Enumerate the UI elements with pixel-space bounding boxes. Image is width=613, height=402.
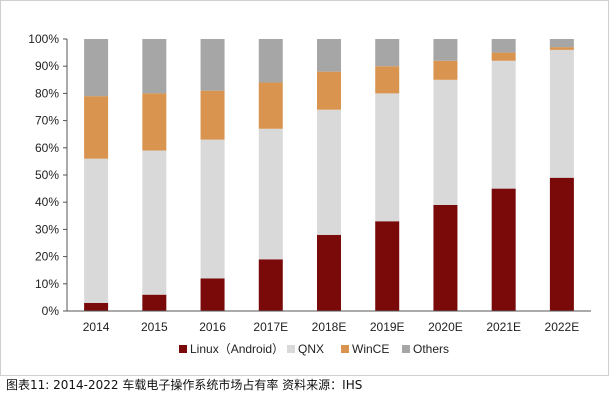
figure-caption: 图表11: 2014-2022 车载电子操作系统市场占有率 资料来源：IHS: [6, 378, 363, 392]
x-tick-label: 2019E: [370, 320, 405, 334]
bar-qnx-2019e: [375, 93, 400, 222]
legend-label: Linux（Android）: [190, 342, 284, 356]
y-tick-label: 70%: [35, 114, 59, 128]
y-tick-label: 10%: [35, 277, 59, 291]
bar-others-2020e: [433, 39, 458, 61]
bar-wince-2017e: [258, 82, 283, 129]
bar-qnx-2020e: [433, 79, 458, 205]
bar-qnx-2021e: [491, 60, 516, 189]
bar-linuxandroid-2022e: [549, 177, 574, 311]
chart-frame: 0% 10% 20% 30% 40% 50% 60% 70% 80% 90% 100% 2014 20…: [0, 0, 609, 376]
bar-others-2018e: [317, 39, 341, 72]
bar-others-2019e: [375, 39, 400, 67]
bar-wince-2016: [200, 90, 225, 140]
x-tick-label: 2015: [141, 320, 168, 334]
bar-others-2017e: [258, 39, 283, 83]
y-tick-label: 30%: [35, 222, 59, 236]
bar-qnx-2018e: [317, 109, 341, 235]
bar-wince-2020e: [433, 60, 458, 80]
y-axis: 0% 10% 20% 30% 40% 50% 60% 70% 80% 90% 100%: [28, 32, 68, 318]
bar-others-2022e: [549, 39, 574, 48]
bar-wince-2021e: [491, 52, 516, 61]
y-tick-label: 80%: [35, 86, 59, 100]
bar-qnx-2014: [84, 158, 109, 303]
bar-linuxandroid-2014: [84, 302, 109, 311]
legend-swatch: [341, 345, 349, 353]
x-tick-label: 2018E: [312, 320, 347, 334]
x-axis: 2014 2015 2016 2017E 2018E 2019E 2020E 2021E 202…: [67, 310, 591, 334]
legend-swatch: [402, 345, 410, 353]
bar-others-2016: [200, 39, 225, 91]
bar-linuxandroid-2018e: [317, 234, 341, 311]
bar-linuxandroid-2021e: [491, 188, 516, 311]
bar-wince-2015: [142, 93, 167, 151]
bar-qnx-2022e: [549, 49, 574, 178]
bar-qnx-2015: [142, 150, 167, 295]
y-tick-label: 60%: [35, 141, 59, 155]
x-tick-label: 2022E: [545, 320, 580, 334]
y-tick-label: 20%: [35, 250, 59, 264]
bar-linuxandroid-2019e: [375, 221, 400, 311]
x-tick-label: 2017E: [253, 320, 288, 334]
bar-wince-2018e: [317, 71, 341, 110]
bar-linuxandroid-2020e: [433, 204, 458, 311]
x-tick-label: 2014: [83, 320, 110, 334]
plot-area: [84, 39, 574, 311]
bar-qnx-2017e: [258, 128, 283, 260]
y-tick-label: 40%: [35, 195, 59, 209]
x-tick-label: 2016: [199, 320, 226, 334]
legend-label: WinCE: [352, 342, 389, 356]
y-tick-label: 0%: [42, 304, 60, 318]
bar-linuxandroid-2016: [200, 278, 225, 311]
legend-swatch: [287, 345, 295, 353]
bar-wince-2022e: [549, 47, 574, 50]
legend-label: QNX: [298, 342, 324, 356]
y-tick-label: 100%: [28, 32, 59, 46]
bar-linuxandroid-2015: [142, 294, 167, 311]
bar-wince-2019e: [375, 66, 400, 94]
y-tick-label: 90%: [35, 59, 59, 73]
bar-qnx-2016: [200, 139, 225, 279]
bar-others-2014: [84, 39, 109, 97]
stacked-bar-chart: 0%10%20%30%40%50%60%70%80%90%100% 2014 20…: [28, 32, 591, 356]
bar-linuxandroid-2017e: [258, 259, 283, 311]
bar-wince-2014: [84, 96, 109, 159]
legend: Linux（Android） QNX WinCE Others: [179, 342, 449, 356]
legend-label: Others: [413, 342, 449, 356]
bar-others-2015: [142, 39, 167, 94]
legend-swatch: [179, 345, 187, 353]
x-tick-label: 2020E: [428, 320, 463, 334]
bar-others-2021e: [491, 39, 516, 53]
x-tick-label: 2021E: [486, 320, 521, 334]
y-tick-label: 50%: [35, 168, 59, 182]
